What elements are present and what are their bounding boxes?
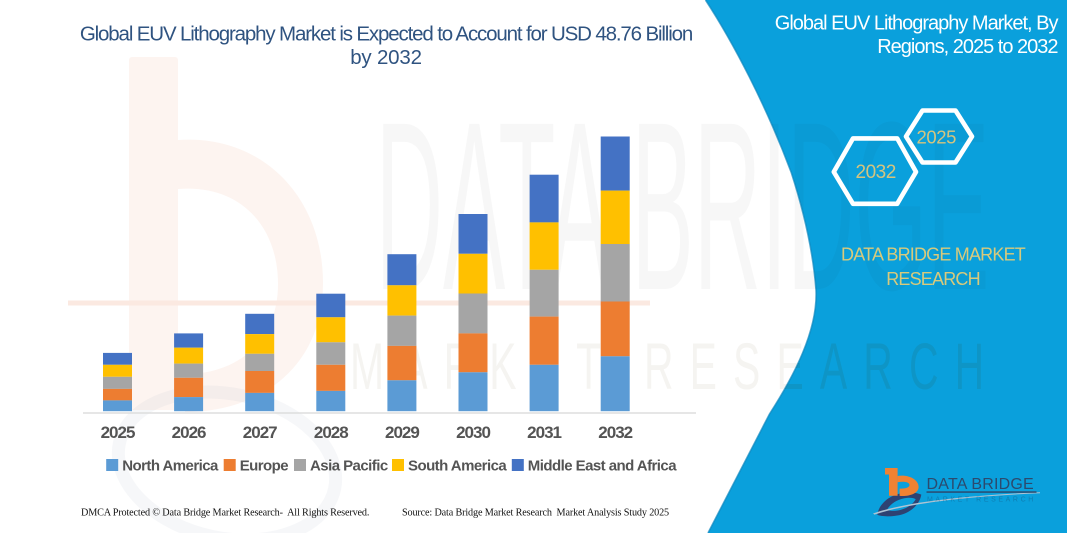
svg-text:Middle East and Africa: Middle East and Africa bbox=[528, 457, 677, 474]
svg-text:South America: South America bbox=[408, 457, 507, 474]
svg-text:2026: 2026 bbox=[172, 423, 206, 442]
svg-text:Regions, 2025 to 2032: Regions, 2025 to 2032 bbox=[877, 36, 1058, 58]
svg-text:2025: 2025 bbox=[101, 423, 135, 442]
svg-text:Source: Data Bridge Market Res: Source: Data Bridge Market Research Mark… bbox=[402, 508, 669, 519]
svg-text:Global EUV Lithography Market,: Global EUV Lithography Market, By bbox=[775, 13, 1059, 35]
svg-text:Asia Pacific: Asia Pacific bbox=[310, 457, 388, 474]
svg-text:DMCA Protected © Data Bridge M: DMCA Protected © Data Bridge Market Rese… bbox=[81, 508, 369, 519]
svg-text:DATA BRIDGE: DATA BRIDGE bbox=[927, 476, 1034, 493]
svg-text:by 2032: by 2032 bbox=[350, 46, 422, 69]
svg-text:2032: 2032 bbox=[598, 423, 632, 442]
svg-text:2029: 2029 bbox=[385, 423, 419, 442]
svg-text:2031: 2031 bbox=[527, 423, 561, 442]
svg-text:2030: 2030 bbox=[456, 423, 490, 442]
svg-text:2027: 2027 bbox=[243, 423, 277, 442]
svg-text:Global EUV Lithography Market: Global EUV Lithography Market is Expecte… bbox=[80, 22, 693, 45]
svg-text:MARKET RESEARCH: MARKET RESEARCH bbox=[927, 497, 1036, 504]
svg-text:North America: North America bbox=[122, 457, 219, 474]
svg-text:2025: 2025 bbox=[917, 127, 957, 148]
svg-text:Europe: Europe bbox=[240, 457, 289, 474]
svg-text:RESEARCH: RESEARCH bbox=[886, 269, 980, 289]
svg-text:2028: 2028 bbox=[314, 423, 348, 442]
svg-text:2032: 2032 bbox=[856, 162, 896, 183]
svg-text:DATA BRIDGE MARKET: DATA BRIDGE MARKET bbox=[841, 245, 1026, 265]
